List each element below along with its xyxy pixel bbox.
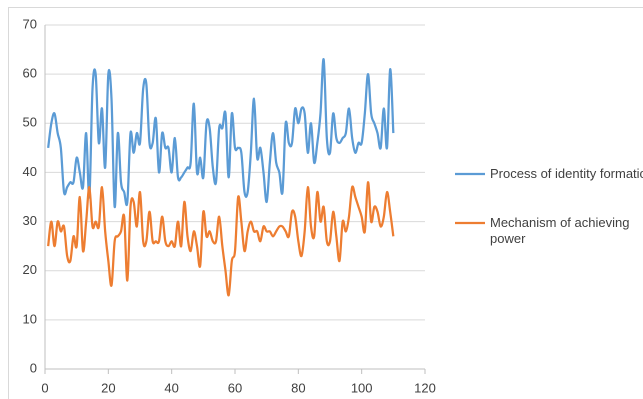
chart-border [8,7,643,399]
series-line [47,58,395,208]
x-tick-label: 0 [41,380,48,395]
y-tick-label: 60 [23,66,37,81]
y-tick-label: 10 [23,311,37,326]
y-tick-label: 0 [30,360,37,375]
x-tick-label: 100 [351,380,373,395]
x-tick-label: 80 [291,380,305,395]
legend-label: Process of identity formation [490,166,643,181]
y-tick-label: 40 [23,164,37,179]
y-tick-label: 70 [23,16,37,31]
x-tick-label: 120 [414,380,436,395]
x-tick-label: 40 [164,380,178,395]
x-tick-label: 20 [101,380,115,395]
y-tick-label: 30 [23,213,37,228]
y-tick-label: 20 [23,262,37,277]
x-tick-label: 60 [228,380,242,395]
legend-label: Mechanism of achieving power [490,215,630,246]
y-tick-label: 50 [23,115,37,130]
series-line [47,181,395,297]
